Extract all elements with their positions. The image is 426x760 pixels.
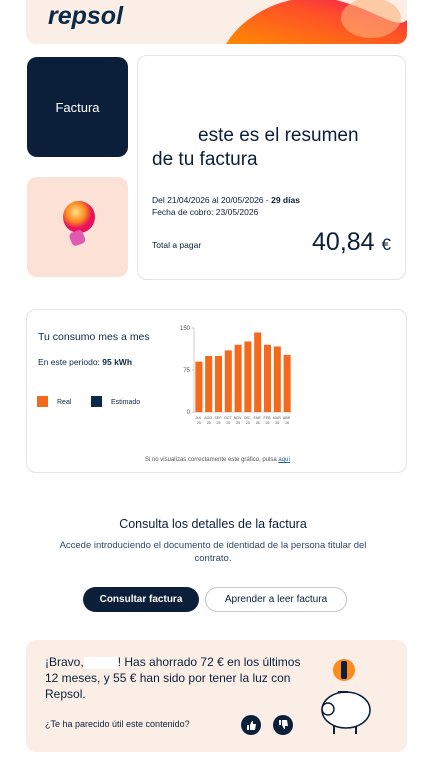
legend-swatch: [37, 396, 48, 407]
period-label: En este periodo:: [38, 357, 103, 367]
feedback-buttons: [241, 715, 293, 735]
total-label: Total a pagar: [152, 240, 202, 250]
x-tick-label: AGO 25: [204, 416, 213, 425]
savings-card: ¡Bravo,! Has ahorrado 72 € en los último…: [26, 640, 407, 752]
legend-swatch: [91, 396, 102, 407]
payment-date: Fecha de cobro: 23/05/2026: [152, 207, 259, 217]
legend-label: Estimado: [111, 399, 140, 406]
bar: [263, 344, 272, 412]
consumption-period: En este periodo: 95 kWh: [38, 357, 132, 367]
name-placeholder: [83, 656, 118, 669]
currency: €: [381, 235, 391, 254]
bar: [214, 356, 223, 412]
note-text: Si no visualizas correctamente este gráf…: [144, 457, 279, 463]
heading-line: este es el resumen: [198, 125, 359, 146]
message: ! Has ahorrado 72 € en los últimos 12 me…: [45, 655, 301, 701]
nav-tab[interactable]: Factura: [27, 57, 128, 157]
consumption-title: Tu consumo mes a mes: [38, 331, 150, 343]
total: 40,84 €: [312, 228, 391, 257]
bulb-card: [27, 177, 128, 277]
details-title: Consulta los detalles de la factura: [119, 517, 307, 531]
x-tick-label: JUL 25: [195, 416, 202, 425]
consumption-card: Tu consumo mes a mes En este periodo: 95…: [26, 309, 407, 473]
y-tick-label: 0: [187, 410, 191, 416]
x-tick-label: MAR 26: [273, 416, 282, 425]
bar: [234, 344, 242, 412]
x-tick-label: ABR 26: [283, 416, 291, 425]
piggy-icon: [321, 659, 371, 734]
period-days: 29 días: [271, 195, 300, 205]
bar: [244, 341, 252, 412]
x-tick-label: FEB 26: [264, 416, 272, 425]
legend-label: Real: [57, 399, 72, 406]
x-tick-label: OCT 25: [224, 416, 233, 425]
bulb-icon: [63, 201, 95, 246]
bar: [195, 361, 203, 412]
x-tick-label: NOV 25: [234, 416, 243, 425]
period-text: Del 21/04/2026 al 20/05/2026 -: [152, 195, 272, 205]
bar: [254, 332, 262, 412]
primary-button[interactable]: Consultar factura: [83, 587, 199, 612]
bar: [224, 350, 232, 412]
nav-tab-label[interactable]: Factura: [55, 100, 100, 115]
savings-message: ¡Bravo,! Has ahorrado 72 € en los último…: [45, 654, 305, 702]
feedback-question: ¿Te ha parecido útil este contenido?: [45, 719, 190, 729]
total-amount: 40,84: [312, 228, 375, 256]
heading-line: de tu factura: [152, 149, 258, 170]
bar: [205, 356, 213, 412]
secondary-button[interactable]: Aprender a leer factura: [205, 587, 347, 612]
bar: [273, 346, 281, 412]
flame-graphic: [226, 0, 407, 44]
bar: [283, 354, 291, 412]
header: repsol: [26, 0, 407, 44]
details-text: Accede introduciendo el documento de ide…: [59, 540, 367, 564]
bravo: ¡Bravo,: [45, 655, 84, 669]
x-tick-label: DIC 25: [244, 416, 251, 425]
summary-card: este es el resumen de tu factura Del 21/…: [137, 55, 406, 280]
y-tick-label: 75: [183, 368, 190, 374]
period: Del 21/04/2026 al 20/05/2026 - 29 días: [152, 195, 300, 205]
note-link[interactable]: aquí: [278, 457, 291, 463]
period-value: 95 kWh: [102, 357, 133, 367]
chart-note: Si no visualizas correctamente este gráf…: [27, 457, 408, 463]
logo[interactable]: repsol: [48, 2, 124, 30]
summary-heading: este es el resumen de tu factura: [152, 124, 359, 172]
x-tick-label: ENE 26: [254, 416, 262, 425]
x-tick-label: SEP 25: [214, 416, 222, 425]
y-tick-label: 150: [180, 326, 191, 332]
